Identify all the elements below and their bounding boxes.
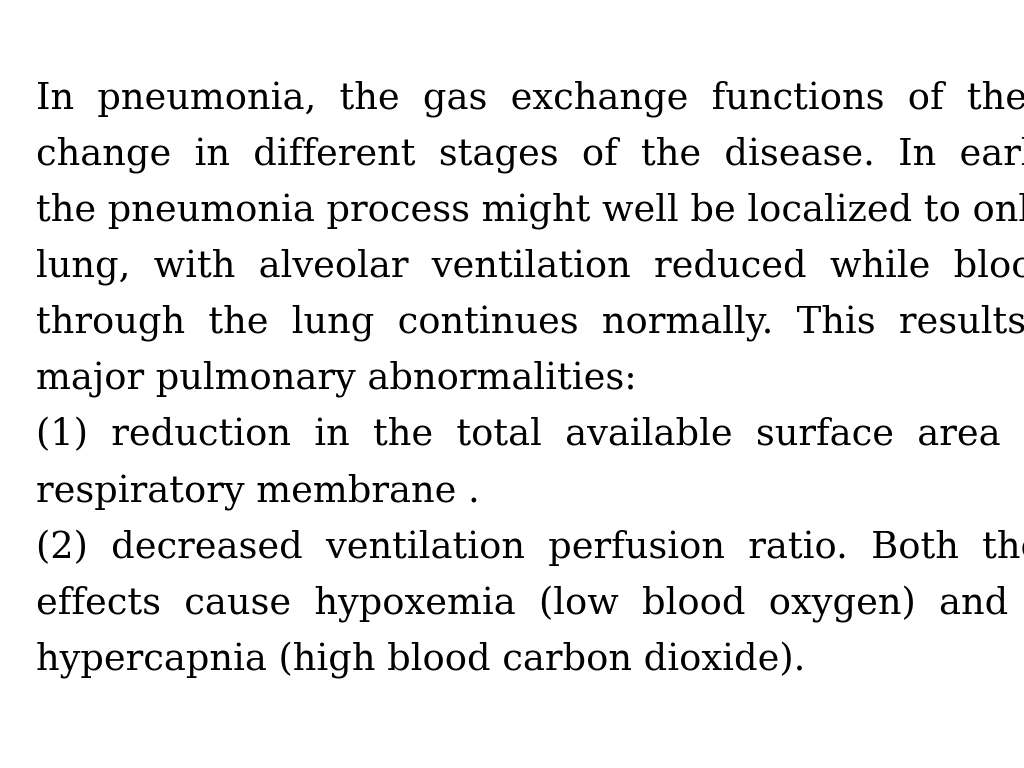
Text: lung,  with  alveolar  ventilation  reduced  while  blood  flow: lung, with alveolar ventilation reduced … bbox=[36, 249, 1024, 286]
Text: hypercapnia (high blood carbon dioxide).: hypercapnia (high blood carbon dioxide). bbox=[36, 641, 805, 678]
Text: (2)  decreased  ventilation  perfusion  ratio.  Both  these: (2) decreased ventilation perfusion rati… bbox=[36, 529, 1024, 566]
Text: the pneumonia process might well be localized to only one: the pneumonia process might well be loca… bbox=[36, 193, 1024, 230]
Text: change  in  different  stages  of  the  disease.  In  early  stages,: change in different stages of the diseas… bbox=[36, 137, 1024, 174]
Text: respiratory membrane .: respiratory membrane . bbox=[36, 473, 479, 510]
Text: major pulmonary abnormalities:: major pulmonary abnormalities: bbox=[36, 361, 637, 398]
Text: through  the  lung  continues  normally.  This  results  in  two: through the lung continues normally. Thi… bbox=[36, 305, 1024, 342]
Text: (1)  reduction  in  the  total  available  surface  area  of  the: (1) reduction in the total available sur… bbox=[36, 417, 1024, 453]
Text: effects  cause  hypoxemia  (low  blood  oxygen)  and: effects cause hypoxemia (low blood oxyge… bbox=[36, 585, 1008, 622]
Text: In  pneumonia,  the  gas  exchange  functions  of  the  lungs: In pneumonia, the gas exchange functions… bbox=[36, 81, 1024, 118]
